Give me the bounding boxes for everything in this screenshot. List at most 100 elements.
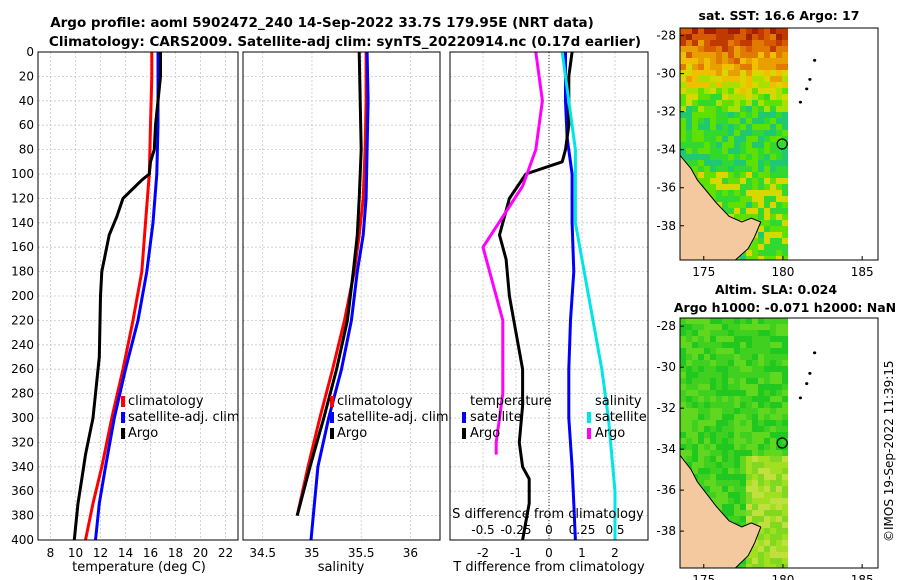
map-cell xyxy=(722,64,728,70)
map-cell xyxy=(758,148,764,154)
map-cell xyxy=(758,438,764,444)
map-cell xyxy=(776,178,782,184)
map-cell xyxy=(782,244,788,250)
map-cell xyxy=(734,214,740,220)
map-cell xyxy=(704,486,710,492)
map-cell xyxy=(752,498,758,504)
map-cell xyxy=(716,390,722,396)
map-cell xyxy=(758,112,764,118)
map-cell xyxy=(740,348,746,354)
map-cell xyxy=(716,88,722,94)
map-cell xyxy=(776,528,782,534)
map-cell xyxy=(722,112,728,118)
map-cell xyxy=(746,184,752,190)
map-cell xyxy=(752,100,758,106)
map-cell xyxy=(764,564,770,568)
map-cell xyxy=(752,330,758,336)
map-cell xyxy=(722,160,728,166)
map-cell xyxy=(746,444,752,450)
map-cell xyxy=(734,160,740,166)
map-cell xyxy=(752,214,758,220)
map-cell xyxy=(716,46,722,52)
map-cell xyxy=(746,426,752,432)
ytick-label: 20 xyxy=(19,69,34,83)
map-cell xyxy=(728,378,734,384)
map-cell xyxy=(752,148,758,154)
map-cell xyxy=(740,58,746,64)
map-cell xyxy=(746,28,752,34)
map-cell xyxy=(758,426,764,432)
map-cell xyxy=(746,34,752,40)
map-cell xyxy=(782,166,788,172)
legend-swatch-climatology xyxy=(330,396,334,407)
map-cell xyxy=(746,354,752,360)
map-cell xyxy=(764,348,770,354)
map-cell xyxy=(770,354,776,360)
map-cell xyxy=(758,396,764,402)
map-cell xyxy=(710,342,716,348)
map-cell xyxy=(740,504,746,510)
map-cell xyxy=(716,468,722,474)
map-cell xyxy=(764,106,770,112)
map-cell xyxy=(758,64,764,70)
map-cell xyxy=(686,112,692,118)
map-cell xyxy=(770,214,776,220)
land-new-zealand xyxy=(680,154,762,260)
map-cell xyxy=(728,52,734,58)
map-cell xyxy=(716,166,722,172)
map-cell xyxy=(770,100,776,106)
map-cell xyxy=(728,40,734,46)
map-cell xyxy=(716,28,722,34)
map-cell xyxy=(764,178,770,184)
map-cell xyxy=(698,34,704,40)
map-cell xyxy=(740,172,746,178)
map-cell xyxy=(746,148,752,154)
map-cell xyxy=(686,94,692,100)
map-cell xyxy=(698,390,704,396)
map-ytick-label: -38 xyxy=(656,219,676,233)
map-cell xyxy=(728,172,734,178)
xtick-label: 1 xyxy=(578,546,586,560)
map-cell xyxy=(692,148,698,154)
map-cell xyxy=(740,498,746,504)
map-cell xyxy=(746,486,752,492)
map-cell xyxy=(776,420,782,426)
map-cell xyxy=(758,516,764,522)
map-cell xyxy=(728,76,734,82)
map-cell xyxy=(692,450,698,456)
map-cell xyxy=(692,154,698,160)
map-cell xyxy=(758,558,764,564)
map-cell xyxy=(722,348,728,354)
map-cell xyxy=(692,58,698,64)
map-cell xyxy=(782,348,788,354)
map-cell xyxy=(686,82,692,88)
map-cell xyxy=(680,372,686,378)
map-cell xyxy=(734,130,740,136)
map-cell xyxy=(764,118,770,124)
map-cell xyxy=(692,390,698,396)
map-cell xyxy=(740,318,746,324)
map-cell xyxy=(734,450,740,456)
map-cell xyxy=(692,408,698,414)
map-cell xyxy=(734,462,740,468)
map-cell xyxy=(764,456,770,462)
map-cell xyxy=(782,118,788,124)
map-cell xyxy=(782,564,788,568)
map-cell xyxy=(752,456,758,462)
map-area xyxy=(680,318,878,568)
map-cell xyxy=(692,420,698,426)
map-cell xyxy=(746,256,752,260)
map-cell xyxy=(752,160,758,166)
map-cell xyxy=(740,196,746,202)
map-cell xyxy=(782,402,788,408)
map-cell xyxy=(752,516,758,522)
map-cell xyxy=(734,184,740,190)
map-cell xyxy=(782,420,788,426)
map-cell xyxy=(764,64,770,70)
map-cell xyxy=(722,142,728,148)
map-cell xyxy=(722,190,728,196)
map-cell xyxy=(782,52,788,58)
map-cell xyxy=(770,426,776,432)
map-cell xyxy=(722,100,728,106)
map-cell xyxy=(722,438,728,444)
